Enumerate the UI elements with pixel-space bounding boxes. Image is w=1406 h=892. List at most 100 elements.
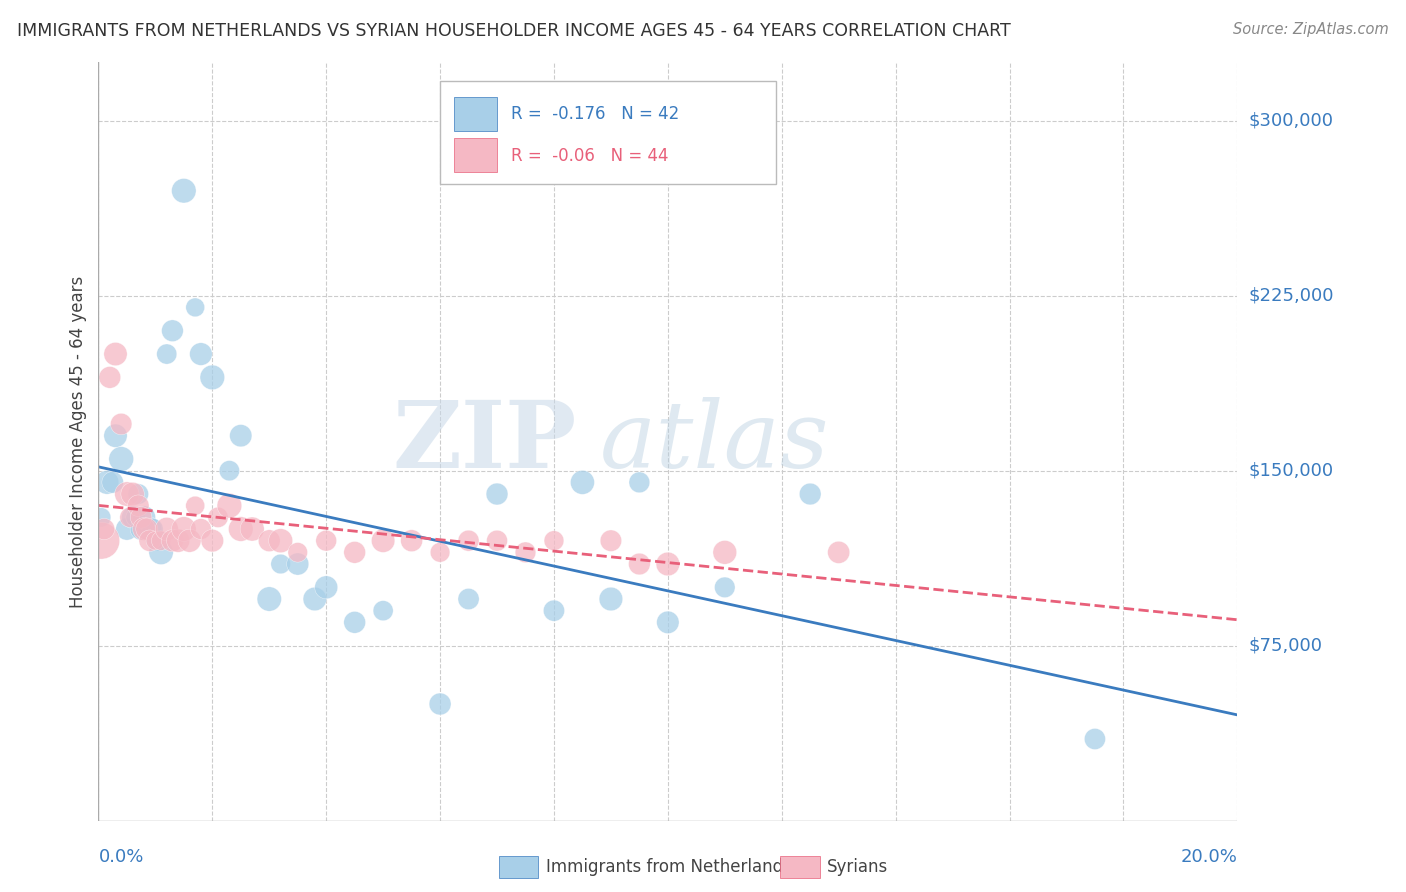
Point: [287, 545, 309, 559]
Point: [218, 464, 240, 478]
Point: [371, 533, 394, 548]
Point: [657, 557, 679, 571]
Point: [190, 522, 212, 536]
Point: [240, 522, 263, 536]
Point: [657, 615, 679, 630]
Point: [429, 545, 451, 559]
Point: [184, 499, 207, 513]
FancyBboxPatch shape: [440, 81, 776, 184]
Point: [115, 522, 138, 536]
Point: [118, 510, 141, 524]
Point: [201, 370, 224, 384]
Point: [600, 592, 623, 607]
Point: [457, 533, 479, 548]
Point: [259, 592, 281, 607]
Text: atlas: atlas: [599, 397, 830, 486]
Point: [129, 522, 152, 536]
Point: [148, 533, 170, 548]
Point: [104, 347, 127, 361]
Point: [304, 592, 326, 607]
Point: [714, 545, 737, 559]
Point: [714, 580, 737, 594]
Point: [162, 324, 184, 338]
Text: Source: ZipAtlas.com: Source: ZipAtlas.com: [1233, 22, 1389, 37]
Point: [127, 499, 149, 513]
Point: [104, 428, 127, 442]
Text: Syrians: Syrians: [827, 858, 889, 876]
Point: [101, 475, 124, 490]
Point: [571, 475, 593, 490]
Text: $300,000: $300,000: [1249, 112, 1333, 129]
Text: 0.0%: 0.0%: [98, 848, 143, 866]
Point: [486, 533, 509, 548]
FancyBboxPatch shape: [454, 138, 498, 172]
Text: $225,000: $225,000: [1249, 286, 1334, 305]
Point: [201, 533, 224, 548]
Point: [156, 347, 179, 361]
Y-axis label: Householder Income Ages 45 - 64 years: Householder Income Ages 45 - 64 years: [69, 276, 87, 607]
Point: [628, 475, 651, 490]
Point: [828, 545, 851, 559]
Point: [150, 545, 173, 559]
Point: [90, 533, 112, 548]
Point: [145, 533, 167, 548]
Point: [515, 545, 537, 559]
Point: [315, 533, 337, 548]
Point: [218, 499, 240, 513]
Point: [343, 545, 366, 559]
Point: [132, 522, 155, 536]
Point: [132, 510, 155, 524]
Text: ZIP: ZIP: [392, 397, 576, 486]
Point: [543, 533, 565, 548]
Text: IMMIGRANTS FROM NETHERLANDS VS SYRIAN HOUSEHOLDER INCOME AGES 45 - 64 YEARS CORR: IMMIGRANTS FROM NETHERLANDS VS SYRIAN HO…: [17, 22, 1011, 40]
Point: [162, 533, 184, 548]
Point: [259, 533, 281, 548]
Text: R =  -0.06   N = 44: R = -0.06 N = 44: [510, 146, 668, 165]
Point: [1084, 731, 1107, 746]
Text: $150,000: $150,000: [1249, 462, 1333, 480]
Point: [229, 428, 252, 442]
Point: [173, 184, 195, 198]
Point: [343, 615, 366, 630]
Point: [371, 604, 394, 618]
Point: [124, 510, 146, 524]
Point: [150, 533, 173, 548]
Point: [121, 487, 143, 501]
Point: [315, 580, 337, 594]
Point: [270, 557, 292, 571]
Point: [287, 557, 309, 571]
Point: [184, 301, 207, 315]
Point: [145, 533, 167, 548]
Text: 20.0%: 20.0%: [1181, 848, 1237, 866]
Point: [457, 592, 479, 607]
Point: [98, 370, 121, 384]
Point: [179, 533, 201, 548]
Point: [138, 522, 160, 536]
Point: [129, 510, 152, 524]
Point: [138, 533, 160, 548]
Text: R =  -0.176   N = 42: R = -0.176 N = 42: [510, 105, 679, 123]
Point: [270, 533, 292, 548]
Point: [115, 487, 138, 501]
Point: [156, 522, 179, 536]
Point: [167, 533, 190, 548]
Point: [401, 533, 423, 548]
Point: [96, 475, 118, 490]
Point: [121, 510, 143, 524]
Point: [93, 522, 115, 536]
Point: [173, 522, 195, 536]
FancyBboxPatch shape: [454, 96, 498, 130]
Point: [141, 522, 163, 536]
Point: [799, 487, 821, 501]
Point: [110, 452, 132, 467]
Point: [229, 522, 252, 536]
Point: [486, 487, 509, 501]
Point: [135, 522, 157, 536]
Point: [110, 417, 132, 431]
Point: [190, 347, 212, 361]
Point: [90, 510, 112, 524]
Point: [429, 697, 451, 711]
Text: Immigrants from Netherlands: Immigrants from Netherlands: [546, 858, 792, 876]
Point: [207, 510, 229, 524]
Point: [127, 487, 149, 501]
